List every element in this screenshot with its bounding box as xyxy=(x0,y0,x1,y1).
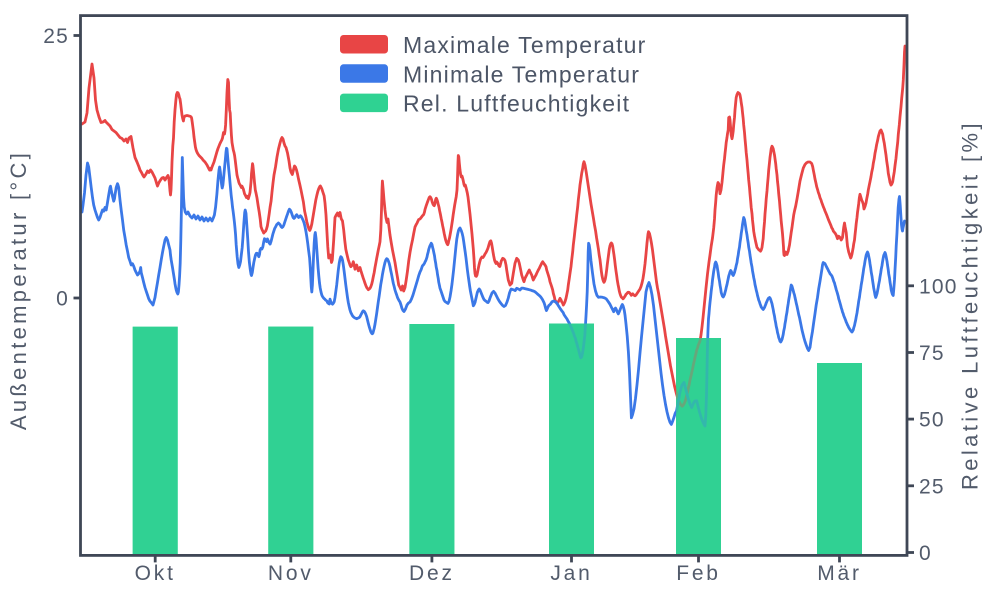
svg-text:100: 100 xyxy=(919,275,958,298)
svg-text:0: 0 xyxy=(56,288,69,311)
svg-text:Mär: Mär xyxy=(817,562,862,585)
svg-text:25: 25 xyxy=(43,25,69,48)
svg-text:0: 0 xyxy=(919,542,932,565)
svg-text:Dez: Dez xyxy=(409,562,455,585)
svg-text:Maximale Temperatur: Maximale Temperatur xyxy=(403,32,647,58)
svg-text:Okt: Okt xyxy=(135,562,176,585)
svg-text:Jan: Jan xyxy=(550,562,592,585)
svg-text:25: 25 xyxy=(919,475,945,498)
svg-text:75: 75 xyxy=(919,342,945,365)
svg-text:Relative Luftfeuchtigkeit [%]: Relative Luftfeuchtigkeit [%] xyxy=(958,120,983,490)
svg-text:Außentemperatur [°C]: Außentemperatur [°C] xyxy=(6,150,31,430)
svg-text:Feb: Feb xyxy=(676,562,721,585)
svg-text:Nov: Nov xyxy=(268,562,314,585)
svg-text:Minimale Temperatur: Minimale Temperatur xyxy=(403,61,640,87)
svg-text:Rel. Luftfeuchtigkeit: Rel. Luftfeuchtigkeit xyxy=(403,91,630,117)
svg-text:50: 50 xyxy=(919,409,945,432)
